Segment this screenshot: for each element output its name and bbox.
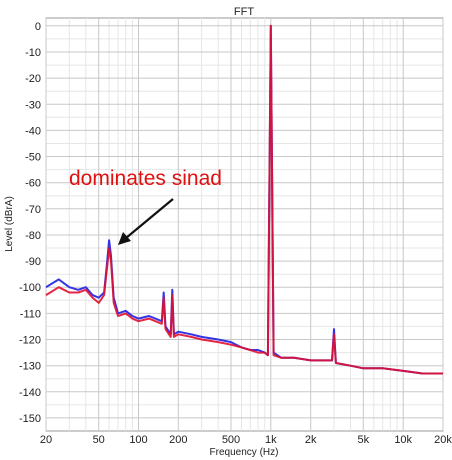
- y-tick-label: -90: [25, 256, 41, 268]
- y-tick-labels: 0 -10 -20 -30 -40 -50 -60 -70 -80 -90 -100 -110 -120…: [19, 21, 41, 425]
- annotation-arrow: [118, 198, 174, 245]
- x-tick-label: 500: [222, 434, 240, 446]
- y-tick-label: -150: [19, 413, 41, 425]
- y-tick-label: -70: [25, 204, 41, 216]
- x-tick-label: 20k: [434, 434, 452, 446]
- x-tick-label: 200: [169, 434, 187, 446]
- x-tick-label: 20: [40, 434, 52, 446]
- x-tick-label: 10k: [394, 434, 412, 446]
- y-tick-label: -20: [25, 73, 41, 85]
- x-tick-label: 2k: [305, 434, 317, 446]
- x-axis-label: Frequency (Hz): [210, 447, 279, 458]
- y-tick-label: -130: [19, 361, 41, 373]
- x-tick-label: 50: [93, 434, 105, 446]
- plot-area: [45, 17, 444, 432]
- y-tick-label: -100: [19, 282, 41, 294]
- y-tick-label: -80: [25, 230, 41, 242]
- y-tick-label: -120: [19, 335, 41, 347]
- series-line-2: [45, 24, 443, 375]
- chart-title: FFT: [234, 6, 254, 18]
- y-tick-label: -40: [25, 125, 41, 137]
- major-gridlines: [45, 18, 444, 431]
- y-tick-label: -30: [25, 99, 41, 111]
- y-axis-label: Level (dBrA): [4, 196, 15, 252]
- x-tick-label: 100: [129, 434, 147, 446]
- annotation-text: dominates sinad: [69, 167, 222, 190]
- y-tick-label: -10: [25, 47, 41, 59]
- x-tick-label: 1k: [265, 434, 277, 446]
- x-tick-label: 5k: [357, 434, 369, 446]
- y-tick-label: -140: [19, 387, 41, 399]
- x-tick-labels: 20 50 100 200 500 1k 2k 5k 10k 20k: [40, 434, 452, 446]
- y-tick-label: -60: [25, 178, 41, 190]
- y-tick-label: 0: [35, 21, 41, 33]
- y-tick-label: -50: [25, 152, 41, 164]
- y-tick-label: -110: [20, 308, 41, 320]
- minor-gridlines: [46, 18, 443, 431]
- series-layer: [45, 24, 443, 375]
